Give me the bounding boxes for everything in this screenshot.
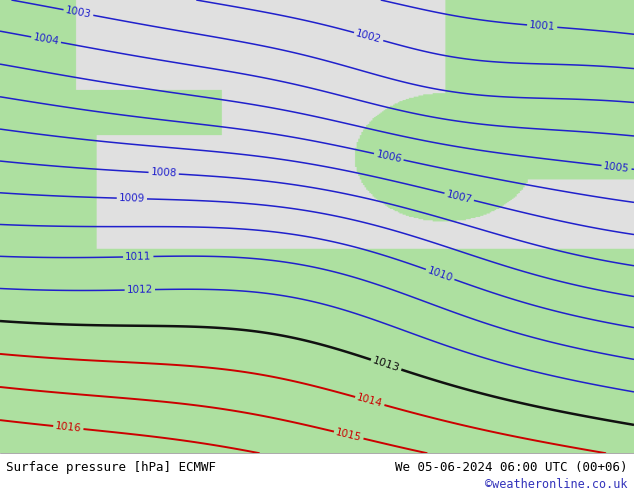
Text: 1007: 1007: [445, 189, 473, 205]
Text: 1016: 1016: [55, 421, 82, 434]
Text: 1003: 1003: [65, 5, 92, 20]
Text: 1004: 1004: [32, 32, 60, 47]
Text: 1010: 1010: [426, 265, 454, 284]
Text: Surface pressure [hPa] ECMWF: Surface pressure [hPa] ECMWF: [6, 461, 216, 474]
Text: 1008: 1008: [150, 168, 177, 179]
Text: ©weatheronline.co.uk: ©weatheronline.co.uk: [485, 478, 628, 490]
Text: We 05-06-2024 06:00 UTC (00+06): We 05-06-2024 06:00 UTC (00+06): [395, 461, 628, 474]
Text: 1012: 1012: [127, 285, 153, 295]
Text: 1006: 1006: [375, 149, 403, 165]
Text: 1013: 1013: [372, 356, 401, 374]
Text: 1001: 1001: [529, 20, 555, 32]
Text: 1011: 1011: [125, 251, 152, 262]
Text: 1002: 1002: [354, 28, 383, 45]
Text: 1005: 1005: [603, 161, 630, 174]
Text: 1009: 1009: [119, 193, 145, 204]
Text: 1014: 1014: [356, 392, 384, 409]
Text: 1015: 1015: [335, 427, 363, 443]
